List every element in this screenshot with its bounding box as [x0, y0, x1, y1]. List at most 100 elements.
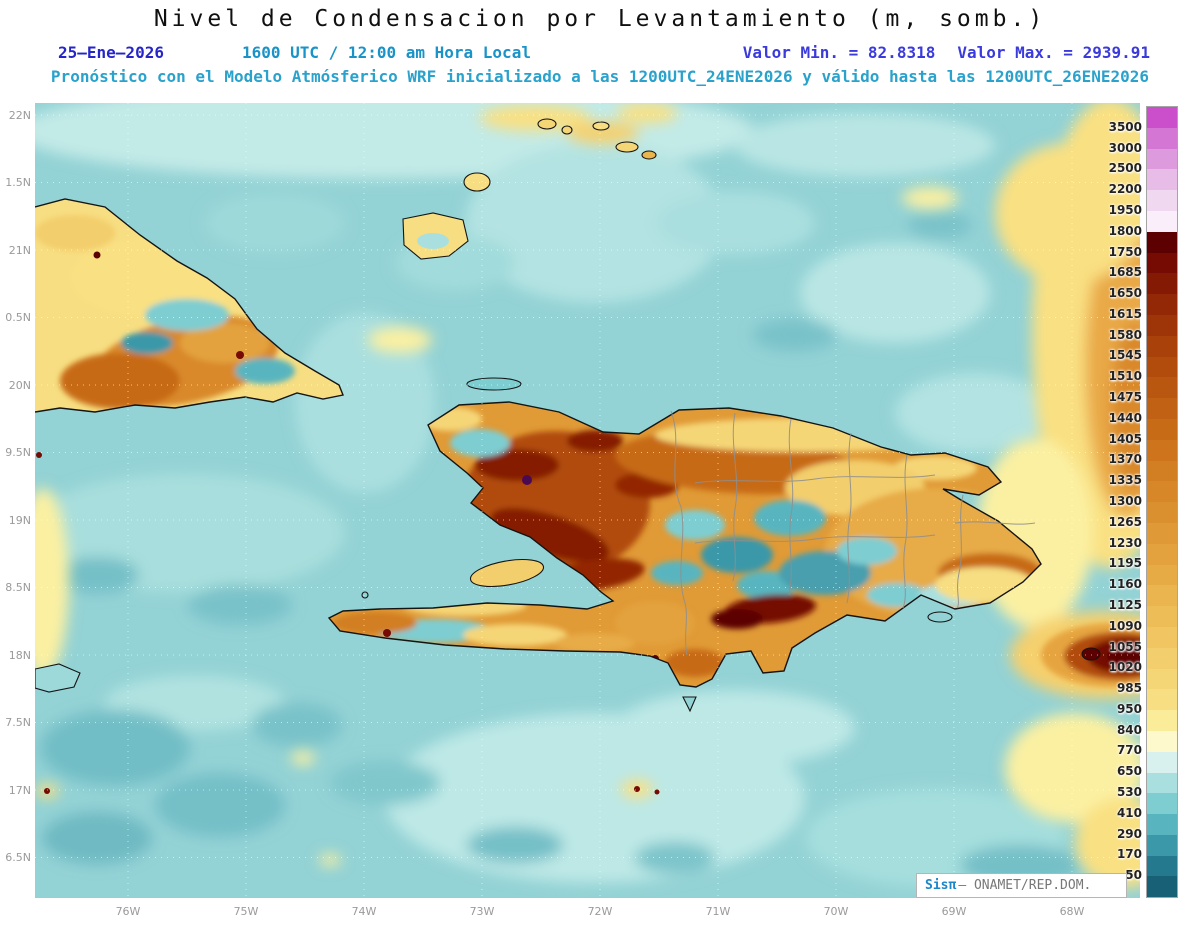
navassa-island — [361, 591, 369, 599]
colorbar-value: 1055 — [1108, 639, 1142, 654]
x-tick-label: 74W — [351, 905, 377, 918]
y-tick-label: 9.5N — [5, 446, 31, 459]
colorbar-cell — [1147, 252, 1177, 274]
forecast-time: 1600 UTC / 12:00 am Hora Local — [241, 43, 531, 62]
header-info-line: 25—Ene—2026 1600 UTC / 12:00 am Hora Loc… — [58, 43, 1150, 62]
colorbar-value: 1160 — [1108, 577, 1142, 592]
colorbar-value: 530 — [1116, 785, 1142, 800]
x-tick-label: 76W — [115, 905, 141, 918]
colorbar-cell — [1147, 273, 1177, 295]
y-tick-label: 20N — [8, 378, 31, 392]
colorbar-cell — [1147, 876, 1177, 898]
colorbar-cell — [1147, 231, 1177, 253]
colorbar-value: 1510 — [1108, 369, 1142, 384]
colorbar-value: 1230 — [1108, 535, 1142, 550]
colorbar-cell — [1147, 814, 1177, 835]
y-tick-label: 1.5N — [5, 176, 31, 189]
colorbar-cell — [1147, 314, 1177, 336]
x-tick-label: 75W — [233, 905, 259, 918]
jamaica-tip — [35, 663, 81, 693]
colorbar-value: 1265 — [1108, 514, 1142, 529]
colorbar-value: 1195 — [1108, 556, 1142, 571]
colorbar-cell — [1147, 190, 1177, 211]
colorbar-value: 770 — [1116, 743, 1142, 758]
colorbar-value: 1125 — [1108, 597, 1142, 612]
colorbar-cell — [1147, 356, 1177, 378]
colorbar-cell — [1147, 647, 1177, 669]
colorbar-value: 1650 — [1108, 286, 1142, 301]
watermark: Sisπ — ONAMET/REP.DOM. — [916, 873, 1127, 898]
grid-lines — [35, 103, 1140, 898]
x-tick-label: 71W — [705, 905, 731, 918]
colorbar-value: 290 — [1116, 826, 1142, 841]
y-tick-label: 6.5N — [5, 851, 31, 864]
y-tick-label: 21N — [8, 243, 31, 257]
province-boundaries — [670, 410, 1036, 656]
colorbar-cell — [1147, 460, 1177, 482]
colorbar-cell — [1147, 668, 1177, 690]
colorbar-value: 1090 — [1108, 618, 1142, 633]
small-islands — [35, 118, 1101, 713]
y-tick-label: 0.5N — [5, 311, 31, 324]
colorbar-value: 950 — [1116, 701, 1142, 716]
colorbar-value: 1300 — [1108, 494, 1142, 508]
gonave-island — [469, 558, 545, 588]
colorbar-value: 1475 — [1108, 390, 1142, 405]
colorbar-cell — [1147, 210, 1177, 232]
colorbar — [1146, 106, 1178, 898]
value-max-label: Valor Max. = 2939.91 — [957, 43, 1150, 62]
mona-island — [1081, 647, 1101, 661]
colorbar-cell — [1147, 772, 1177, 794]
y-tick-label: 8.5N — [5, 581, 31, 594]
colorbar-value: 1800 — [1108, 223, 1142, 238]
y-tick-label: 18N — [8, 648, 31, 662]
southeast-red-maximum — [1041, 623, 1140, 687]
colorbar-cell — [1147, 502, 1177, 523]
colorbar-cell — [1147, 418, 1177, 440]
colorbar-cell — [1147, 626, 1177, 648]
colorbar-cell — [1147, 855, 1177, 877]
colorbar-value: 3500 — [1108, 119, 1142, 134]
colorbar-cell — [1147, 543, 1177, 565]
colorbar-value: 2200 — [1108, 182, 1142, 197]
colorbar-value: 1615 — [1108, 306, 1142, 321]
y-tick-label: 19N — [8, 513, 31, 527]
y-tick-label: 22N — [8, 108, 31, 122]
map-canvas — [35, 103, 1140, 898]
tortuga-island — [466, 377, 522, 391]
inagua-interior — [417, 233, 449, 249]
colorbar-cell — [1147, 689, 1177, 711]
colorbar-cell — [1147, 377, 1177, 399]
colorbar-cell — [1147, 169, 1177, 191]
colorbar-cell — [1147, 481, 1177, 503]
y-tick-label: 17N — [8, 783, 31, 797]
colorbar-cell — [1147, 107, 1177, 128]
colorbar-value: 410 — [1116, 805, 1142, 820]
hispaniola-coastline — [327, 401, 1042, 688]
colorbar-value: 1545 — [1108, 348, 1142, 363]
page-title: Nivel de Condensacion por Levantamiento … — [153, 6, 1047, 32]
colorbar-value: 170 — [1116, 847, 1142, 862]
x-tick-label: 68W — [1059, 905, 1085, 918]
colorbar-value: 1950 — [1108, 202, 1142, 217]
forecast-date: 25—Ene—2026 — [58, 43, 164, 62]
x-tick-label: 73W — [469, 905, 495, 918]
colorbar-value: 1440 — [1108, 410, 1142, 425]
colorbar-value: 50 — [1125, 868, 1142, 883]
colorbar-cell — [1147, 730, 1177, 752]
little-inagua-island — [463, 172, 491, 192]
colorbar-value: 650 — [1116, 764, 1142, 779]
value-min-label: Valor Min. = 82.8318 — [742, 43, 936, 62]
colorbar-value: 985 — [1116, 681, 1142, 696]
x-tick-label: 72W — [587, 905, 613, 918]
colorbar-cell — [1147, 522, 1177, 544]
cuba-coastline — [35, 198, 344, 413]
colorbar-cell — [1147, 148, 1177, 170]
colorbar-cell — [1147, 585, 1177, 607]
beata-island — [682, 696, 697, 713]
ocean-warm-streaks — [35, 103, 1140, 888]
colorbar-cell — [1147, 710, 1177, 731]
colorbar-value: 3000 — [1108, 140, 1142, 155]
colorbar-cell — [1147, 564, 1177, 586]
